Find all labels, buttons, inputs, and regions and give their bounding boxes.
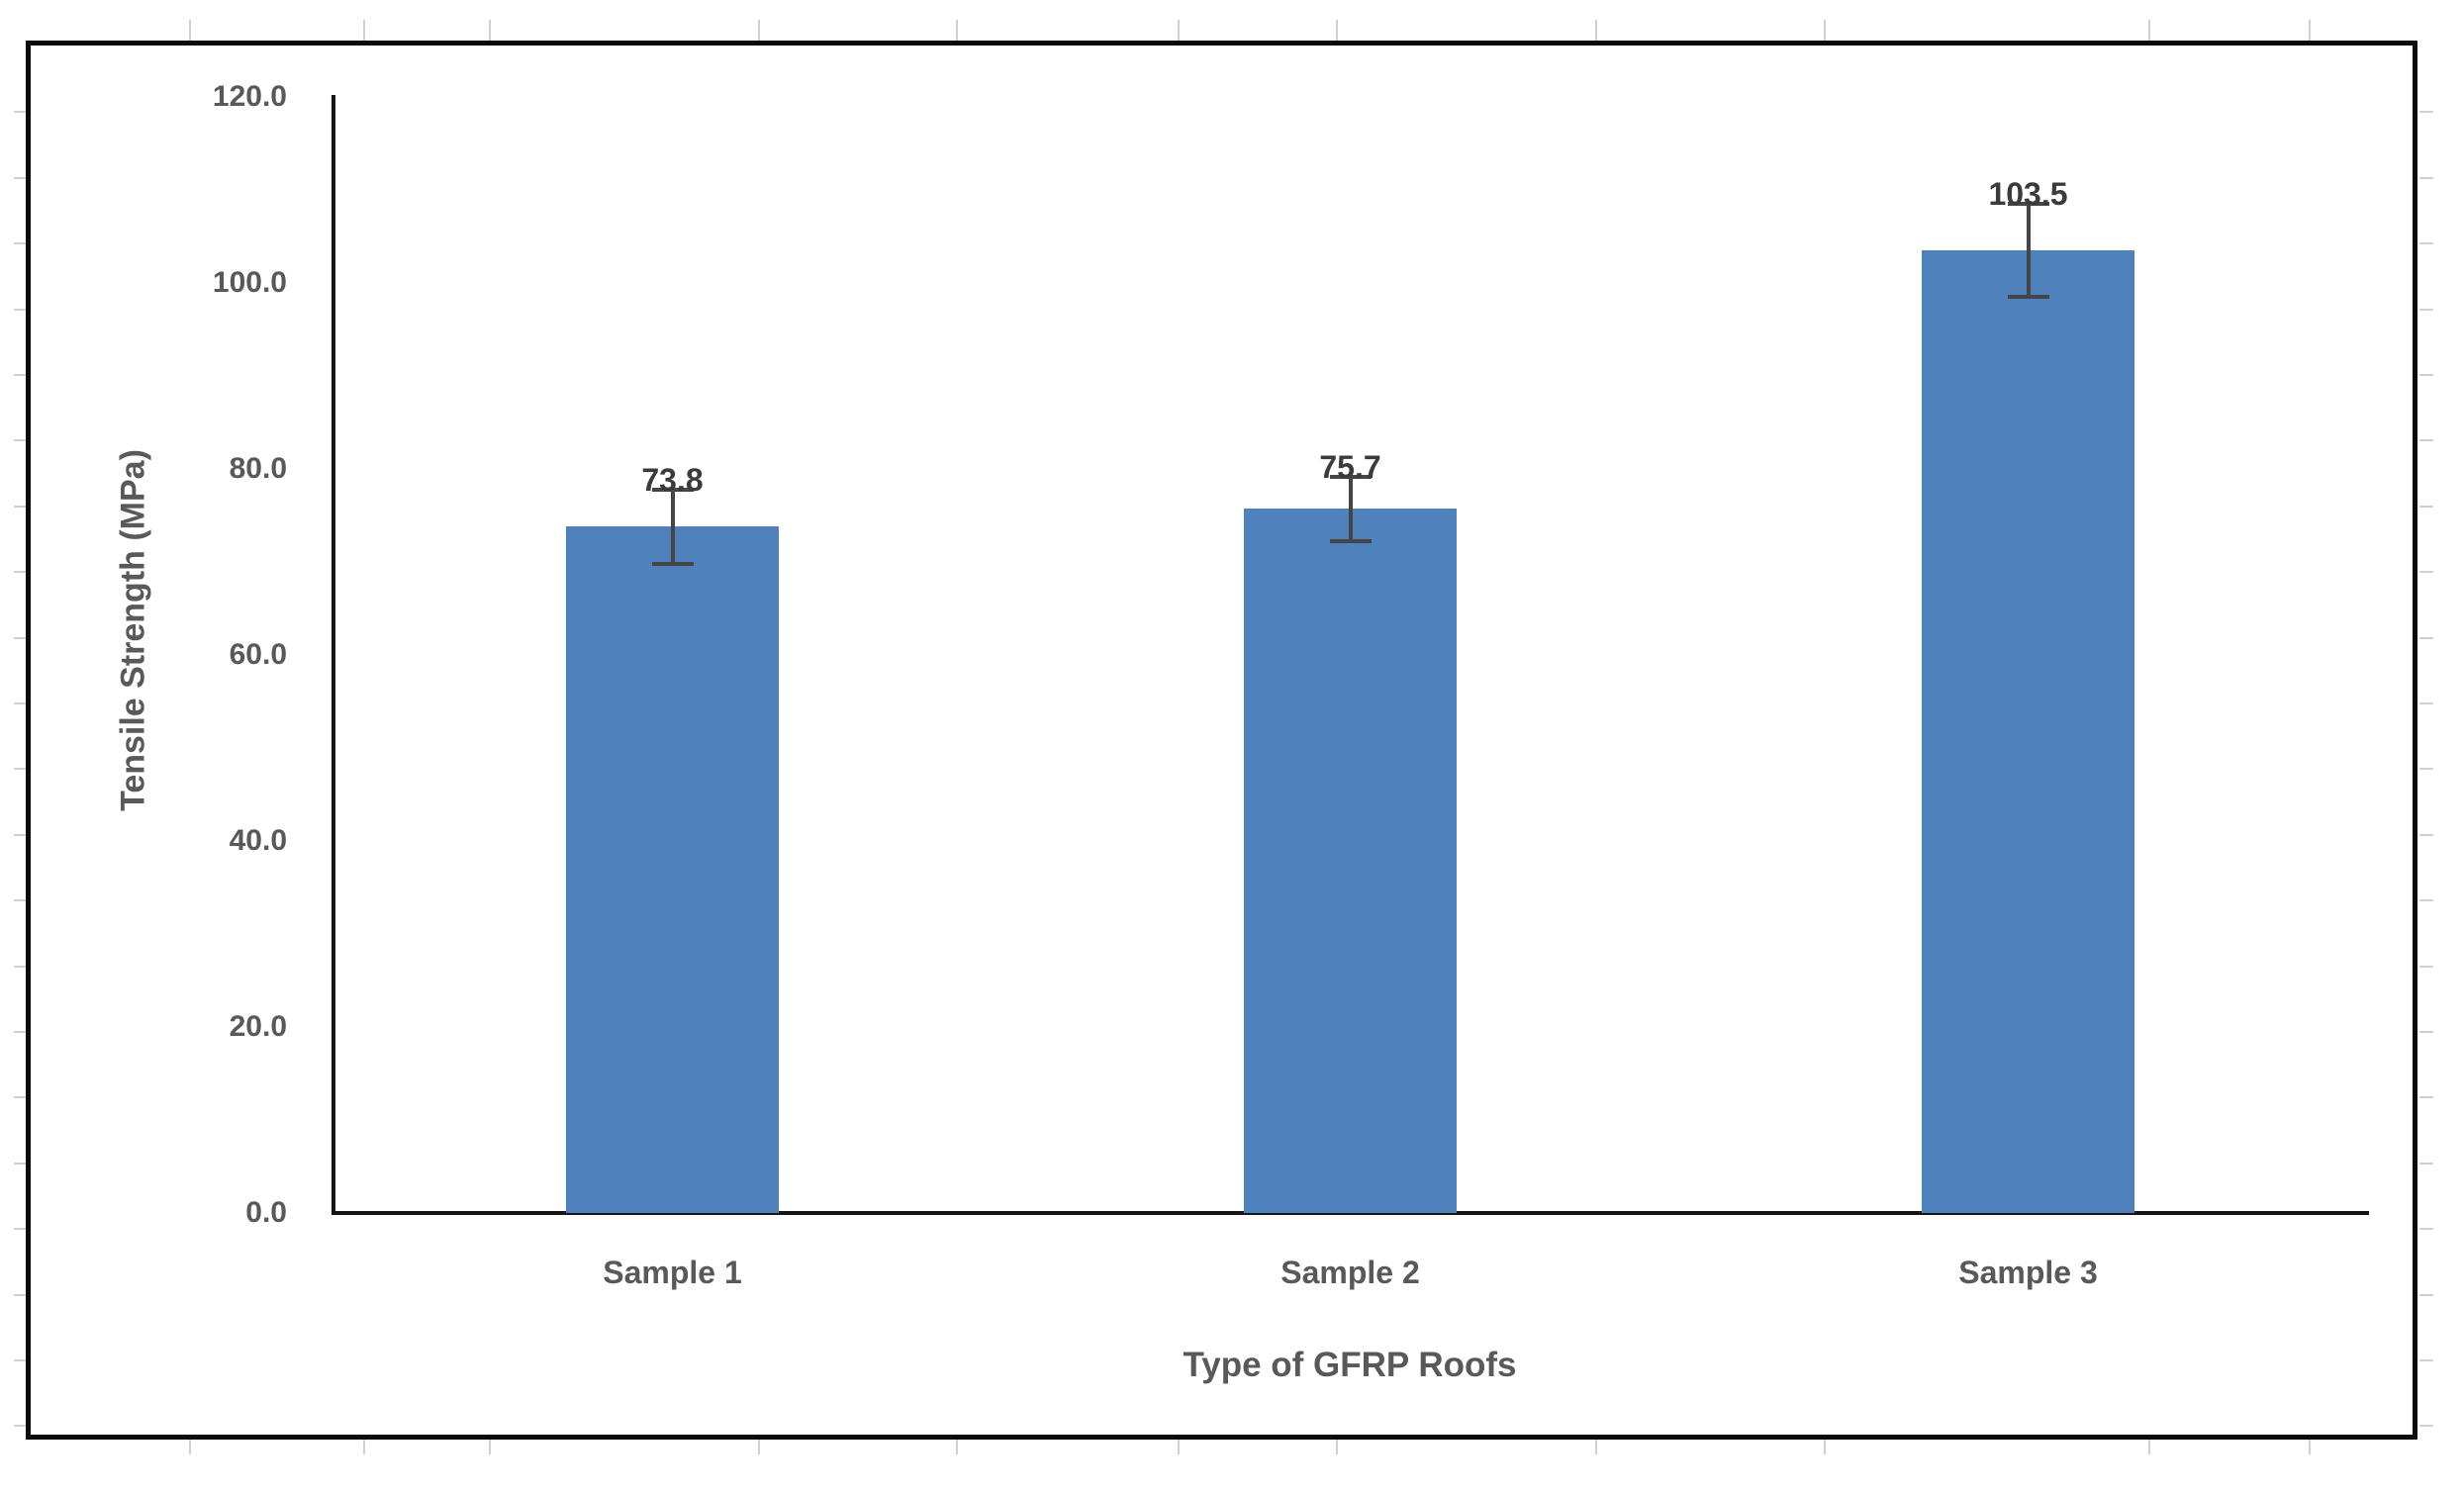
value-label-sample-3: 103.5 (1988, 176, 2068, 213)
y-tick-label: 20.0 (229, 1010, 287, 1043)
y-tick-label: 0.0 (245, 1196, 287, 1229)
sheet-row-line (2419, 374, 2433, 376)
sheet-column-line (363, 20, 365, 43)
sheet-row-line (14, 1425, 28, 1427)
sheet-row-line (14, 637, 28, 639)
error-bar-top-cap-sample-1 (651, 487, 694, 492)
error-bar-line-sample-1 (670, 489, 675, 564)
sheet-column-line (189, 1440, 191, 1454)
sheet-row-line (2419, 1228, 2433, 1230)
sheet-row-line (2419, 834, 2433, 836)
sheet-row-line (2419, 506, 2433, 508)
sheet-row-line (14, 1096, 28, 1098)
sheet-row-line (2419, 899, 2433, 901)
sheet-row-line (2419, 966, 2433, 968)
sheet-column-line (758, 20, 760, 43)
sheet-row-line (14, 1031, 28, 1033)
sheet-row-line (14, 702, 28, 704)
sheet-column-line (1336, 1440, 1338, 1454)
sheet-row-line (2419, 1031, 2433, 1033)
bar-sample-2 (1244, 509, 1457, 1213)
sheet-row-line (14, 309, 28, 311)
sheet-row-line (2419, 702, 2433, 704)
sheet-row-line (2419, 1294, 2433, 1296)
sheet-row-line (14, 374, 28, 376)
y-tick-label: 120.0 (212, 80, 287, 113)
sheet-column-line (956, 1440, 958, 1454)
sheet-column-line (956, 20, 958, 43)
sheet-column-line (2309, 20, 2311, 43)
sheet-row-line (14, 899, 28, 901)
y-axis-line (332, 95, 335, 1215)
sheet-row-line (14, 506, 28, 508)
sheet-row-line (2419, 571, 2433, 573)
error-bar-top-cap-sample-2 (1329, 474, 1372, 479)
sheet-row-line (2419, 439, 2433, 441)
y-tick-label: 60.0 (229, 638, 287, 671)
sheet-column-line (2309, 1440, 2311, 1454)
sheet-column-line (1824, 1440, 1826, 1454)
category-label-sample-3: Sample 3 (1958, 1255, 2098, 1290)
sheet-column-line (489, 20, 491, 43)
error-bar-bottom-cap-sample-3 (2007, 295, 2049, 300)
y-tick-label: 80.0 (229, 452, 287, 485)
sheet-row-line (14, 1359, 28, 1361)
y-tick-label: 100.0 (212, 266, 287, 299)
sheet-column-line (1824, 20, 1826, 43)
y-axis-title: Tensile Strength (MPa) (114, 449, 152, 811)
sheet-row-line (14, 1294, 28, 1296)
sheet-row-line (2419, 1425, 2433, 1427)
error-bar-bottom-cap-sample-2 (1329, 539, 1372, 544)
category-label-sample-1: Sample 1 (603, 1255, 742, 1290)
value-label-sample-2: 75.7 (1319, 448, 1381, 485)
sheet-column-line (1178, 1440, 1180, 1454)
sheet-column-line (758, 1440, 760, 1454)
bar-sample-3 (1922, 250, 2134, 1213)
sheet-column-line (2148, 1440, 2150, 1454)
sheet-column-line (363, 1440, 365, 1454)
sheet-column-line (1595, 1440, 1597, 1454)
sheet-column-line (1178, 20, 1180, 43)
sheet-row-line (14, 834, 28, 836)
sheet-row-line (2419, 768, 2433, 770)
sheet-row-line (14, 768, 28, 770)
category-label-sample-2: Sample 2 (1280, 1255, 1420, 1290)
sheet-column-line (489, 1440, 491, 1454)
sheet-row-line (2419, 1359, 2433, 1361)
sheet-column-line (2148, 20, 2150, 43)
sheet-row-line (2419, 242, 2433, 244)
sheet-row-line (2419, 309, 2433, 311)
sheet-row-line (14, 1228, 28, 1230)
bar-sample-1 (566, 526, 779, 1213)
sheet-row-line (2419, 177, 2433, 179)
error-bar-top-cap-sample-3 (2007, 202, 2049, 207)
sheet-row-line (14, 966, 28, 968)
x-axis-line (332, 1211, 2369, 1215)
x-axis-title: Type of GFRP Roofs (1183, 1346, 1517, 1384)
error-bar-line-sample-2 (1348, 476, 1353, 542)
sheet-row-line (2419, 1096, 2433, 1098)
error-bar-line-sample-3 (2026, 204, 2031, 298)
sheet-column-line (1595, 20, 1597, 43)
sheet-row-line (14, 177, 28, 179)
sheet-row-line (2419, 637, 2433, 639)
sheet-column-line (189, 20, 191, 43)
sheet-row-line (2419, 1163, 2433, 1165)
value-label-sample-1: 73.8 (641, 461, 704, 498)
sheet-row-line (14, 571, 28, 573)
y-tick-label: 40.0 (229, 824, 287, 857)
sheet-row-line (14, 439, 28, 441)
sheet-row-line (14, 1163, 28, 1165)
sheet-row-line (14, 242, 28, 244)
sheet-column-line (1336, 20, 1338, 43)
error-bar-bottom-cap-sample-1 (651, 561, 694, 566)
sheet-row-line (14, 111, 28, 113)
sheet-row-line (2419, 111, 2433, 113)
